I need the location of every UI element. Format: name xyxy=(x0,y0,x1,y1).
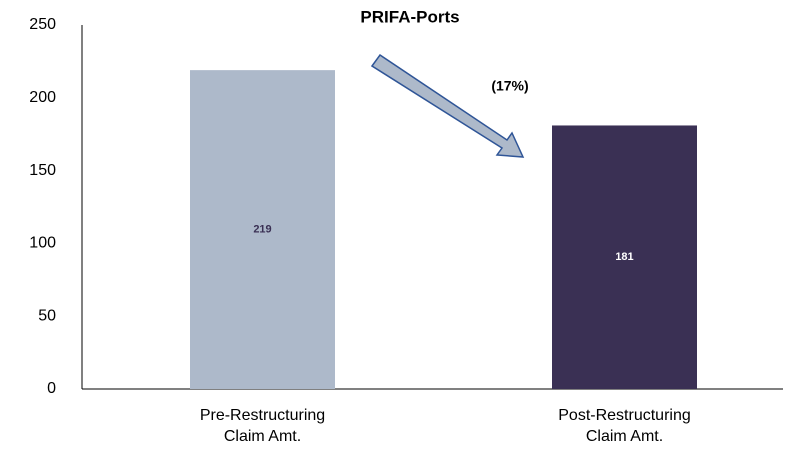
y-tick-label: 250 xyxy=(29,16,56,33)
bar xyxy=(552,125,697,390)
y-tick-label: 150 xyxy=(29,162,56,179)
value-label: 181 xyxy=(615,251,633,263)
x-tick-label: Post-Restructuring xyxy=(558,407,691,424)
decrease-arrow xyxy=(370,53,525,158)
y-tick-label: 0 xyxy=(47,380,56,397)
x-tick-label: Claim Amt. xyxy=(224,428,301,445)
x-tick-label: Claim Amt. xyxy=(586,428,663,445)
value-label: 219 xyxy=(253,223,271,235)
bar xyxy=(190,70,335,390)
y-tick-label: 50 xyxy=(38,307,56,324)
chart-title: PRIFA-Ports xyxy=(360,7,459,26)
annotation: (17%) xyxy=(491,78,528,94)
y-tick-label: 100 xyxy=(29,235,56,252)
y-tick-label: 200 xyxy=(29,89,56,106)
x-tick-label: Pre-Restructuring xyxy=(200,407,325,424)
